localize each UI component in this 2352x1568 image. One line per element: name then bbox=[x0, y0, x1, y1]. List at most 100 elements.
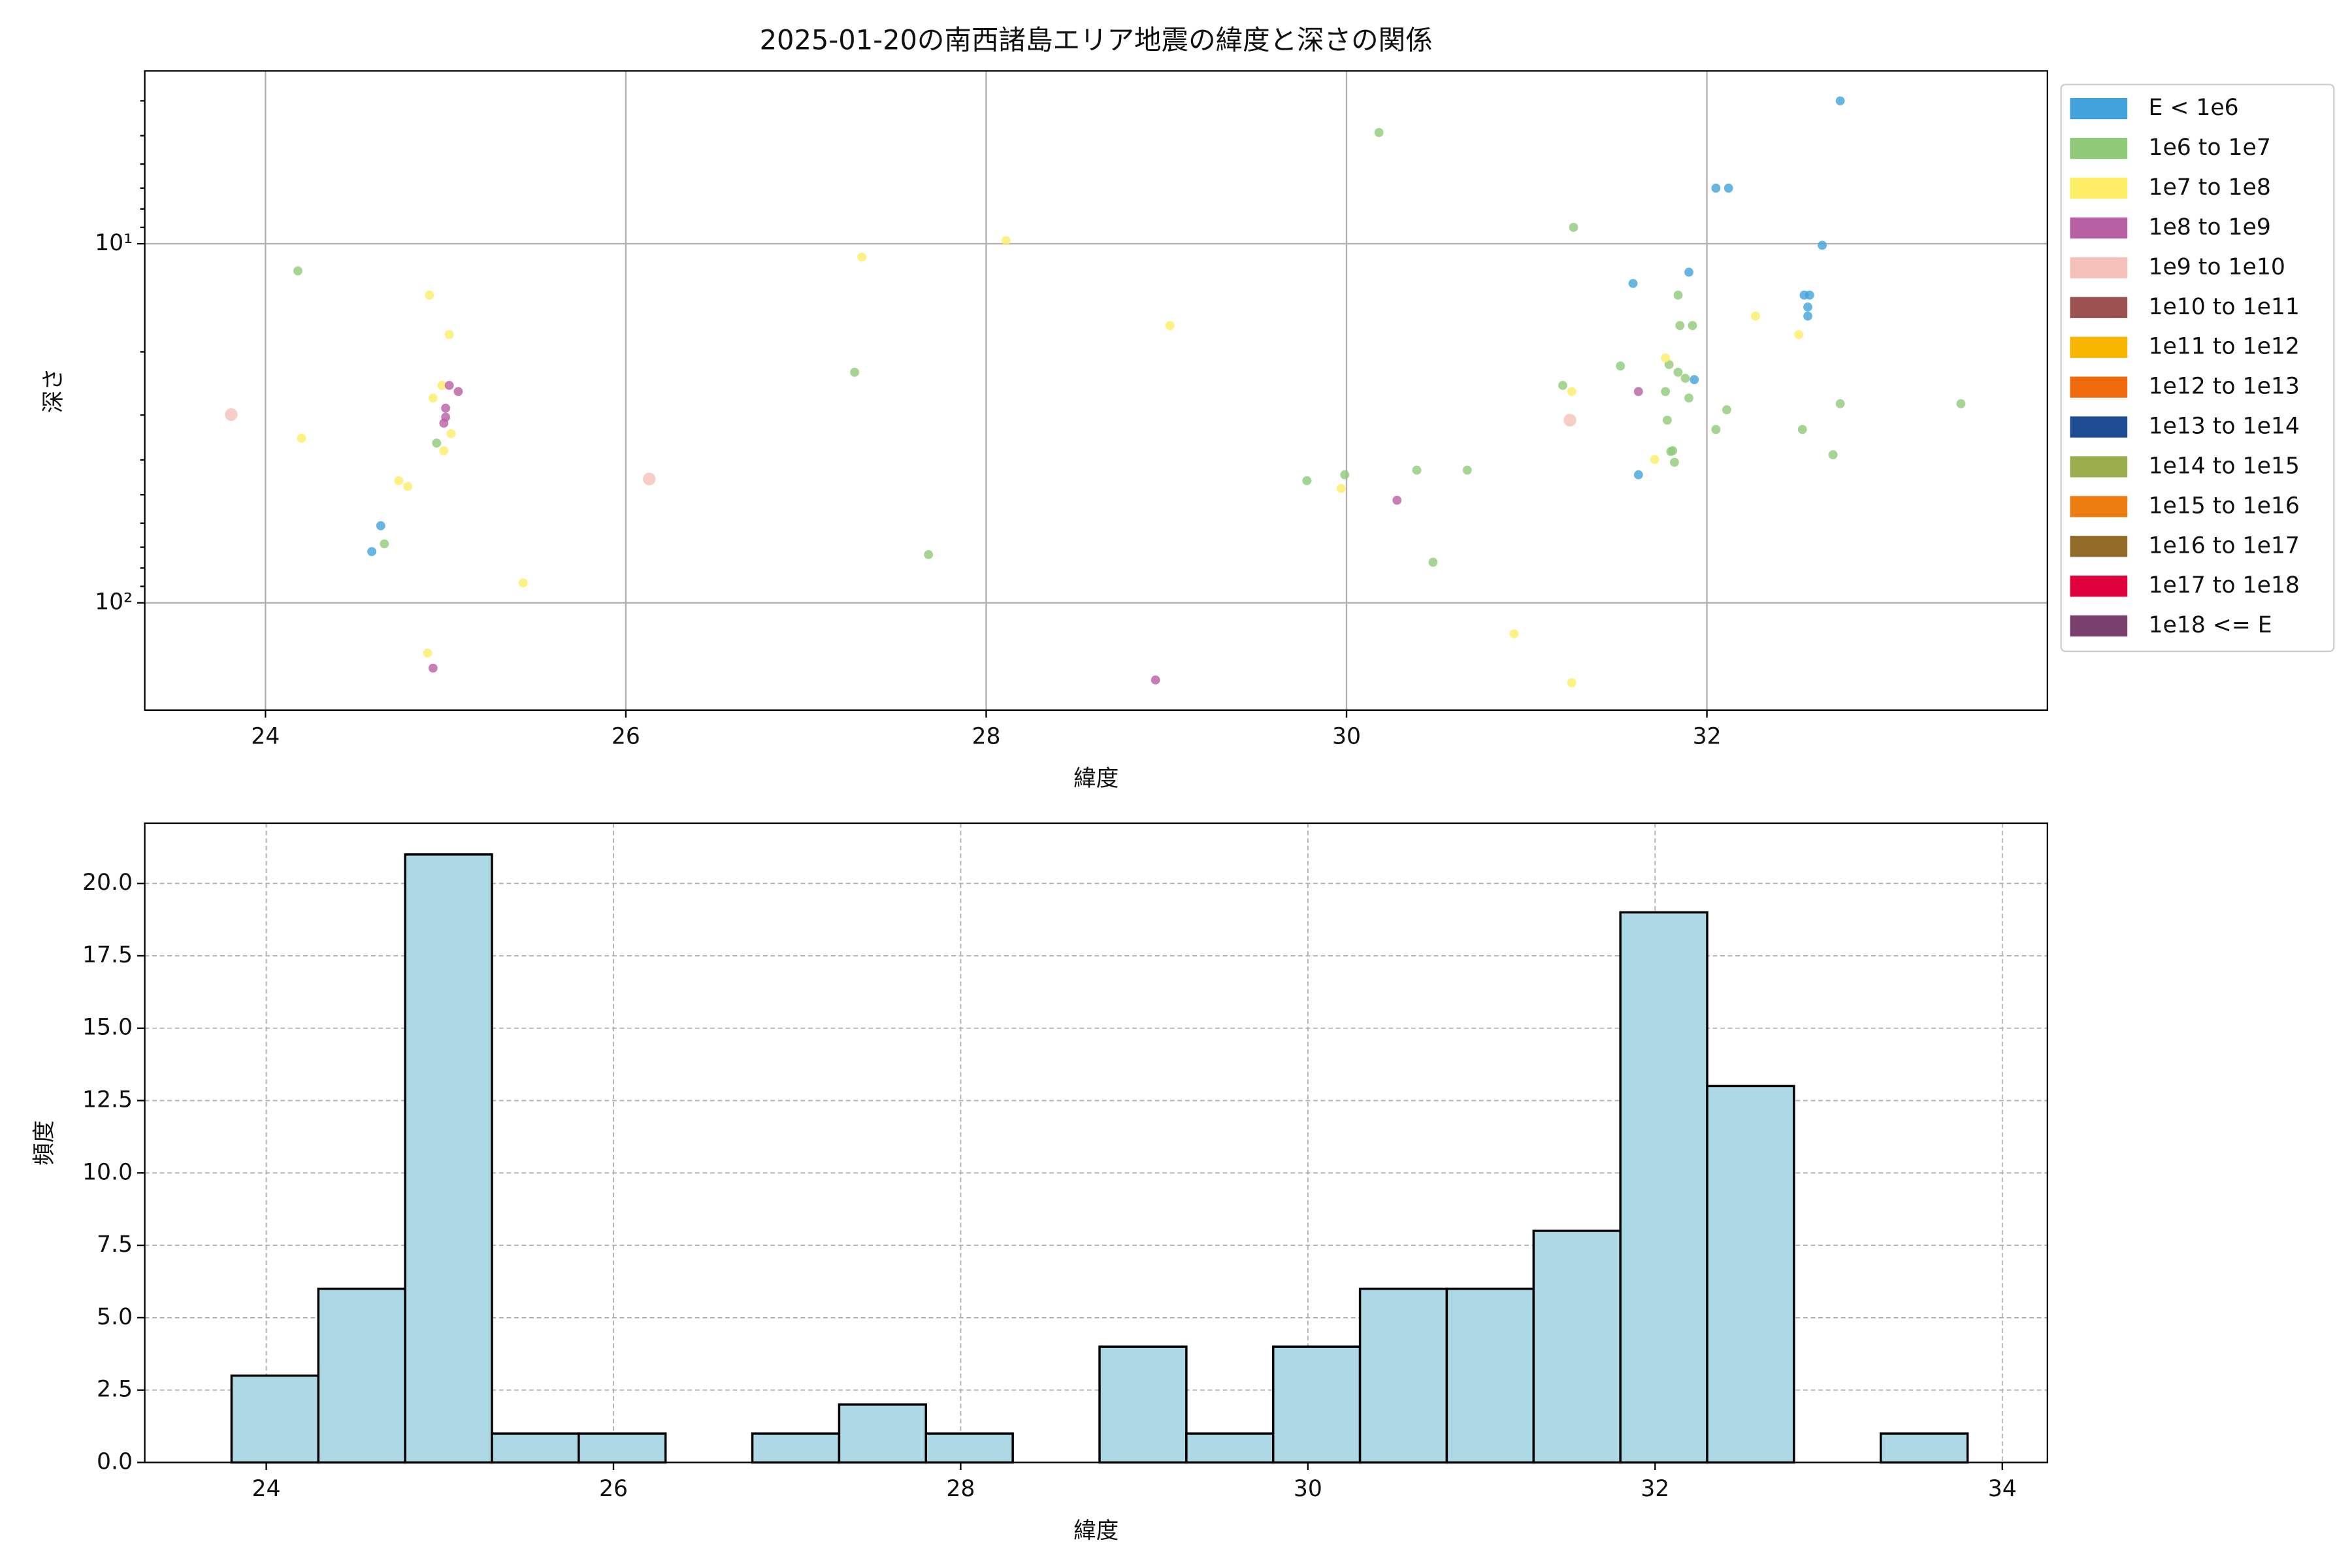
point bbox=[1302, 476, 1312, 485]
y-tick-label: 10¹ bbox=[95, 230, 133, 256]
point bbox=[432, 438, 442, 448]
chart-title: 2025-01-20の南西諸島エリア地震の緯度と深さの関係 bbox=[760, 24, 1433, 56]
axes-frame bbox=[144, 822, 2048, 1463]
point bbox=[1835, 96, 1845, 106]
point bbox=[425, 290, 434, 300]
x-tick-label: 32 bbox=[1693, 723, 1722, 749]
point bbox=[1664, 360, 1674, 369]
legend-swatch bbox=[2070, 98, 2128, 120]
legend-label: 1e18 <= E bbox=[2148, 612, 2272, 638]
legend-label: 1e11 to 1e12 bbox=[2148, 334, 2299, 360]
x-tick-label: 26 bbox=[612, 723, 640, 749]
legend-swatch bbox=[2070, 177, 2128, 199]
point bbox=[1797, 425, 1807, 434]
bar bbox=[578, 1432, 667, 1464]
bar bbox=[317, 1287, 406, 1464]
point bbox=[1666, 447, 1676, 457]
point bbox=[446, 429, 456, 438]
point bbox=[1462, 465, 1472, 475]
point bbox=[1340, 470, 1350, 480]
x-tick-label: 24 bbox=[252, 1476, 281, 1502]
bar bbox=[230, 1374, 319, 1464]
point bbox=[1794, 330, 1804, 339]
point bbox=[1509, 629, 1519, 639]
legend-label: 1e10 to 1e11 bbox=[2148, 294, 2299, 320]
y-tick-label: 12.5 bbox=[82, 1087, 133, 1113]
point bbox=[1670, 457, 1679, 467]
x-tick-label: 34 bbox=[1988, 1476, 2017, 1502]
x-tick-label: 28 bbox=[972, 723, 1000, 749]
point bbox=[1151, 675, 1160, 685]
point bbox=[403, 482, 413, 491]
point bbox=[1392, 495, 1402, 505]
point bbox=[1650, 455, 1659, 465]
point bbox=[1374, 127, 1384, 137]
point bbox=[1803, 302, 1812, 312]
point bbox=[376, 521, 385, 531]
y-tick-label: 7.5 bbox=[97, 1232, 133, 1258]
point bbox=[1563, 414, 1576, 427]
legend-label: 1e15 to 1e16 bbox=[2148, 493, 2299, 519]
x-tick-label: 30 bbox=[1294, 1476, 1322, 1502]
point bbox=[1569, 223, 1578, 232]
point bbox=[1711, 425, 1721, 434]
legend-label: 1e17 to 1e18 bbox=[2148, 572, 2299, 598]
point bbox=[293, 266, 302, 276]
bar bbox=[1185, 1432, 1275, 1464]
y-axis-label: 頻度 bbox=[31, 1120, 57, 1166]
bar bbox=[1619, 911, 1708, 1464]
point bbox=[1165, 321, 1175, 331]
point bbox=[1628, 278, 1638, 288]
point bbox=[1751, 311, 1760, 321]
legend-label: 1e9 to 1e10 bbox=[2148, 254, 2285, 280]
point bbox=[1723, 184, 1733, 193]
point bbox=[518, 578, 528, 588]
point bbox=[1835, 399, 1845, 408]
x-tick-label: 28 bbox=[946, 1476, 975, 1502]
point bbox=[225, 408, 238, 421]
axes-frame bbox=[144, 70, 2048, 711]
point bbox=[439, 446, 449, 455]
y-tick-label: 17.5 bbox=[82, 942, 133, 968]
point bbox=[1803, 311, 1812, 321]
point bbox=[444, 380, 454, 390]
point bbox=[1633, 387, 1643, 397]
y-tick-label: 0.0 bbox=[97, 1448, 133, 1475]
bar bbox=[1445, 1287, 1535, 1464]
legend-label: 1e6 to 1e7 bbox=[2148, 135, 2270, 161]
point bbox=[1680, 374, 1690, 383]
point bbox=[1684, 267, 1693, 277]
point bbox=[1412, 465, 1422, 475]
bar bbox=[491, 1432, 580, 1464]
legend-label: 1e12 to 1e13 bbox=[2148, 374, 2299, 400]
legend-label: 1e16 to 1e17 bbox=[2148, 532, 2299, 559]
y-tick-label: 5.0 bbox=[97, 1304, 133, 1330]
legend-swatch bbox=[2070, 615, 2128, 637]
point bbox=[1675, 321, 1685, 331]
y-tick-label: 2.5 bbox=[97, 1377, 133, 1403]
bar bbox=[924, 1432, 1014, 1464]
point bbox=[1633, 470, 1643, 480]
legend-label: 1e7 to 1e8 bbox=[2148, 174, 2270, 201]
point bbox=[394, 476, 404, 485]
legend-swatch bbox=[2070, 496, 2128, 517]
y-tick-label: 10² bbox=[95, 589, 133, 615]
point bbox=[857, 252, 867, 262]
legend-box bbox=[2060, 84, 2335, 653]
x-tick-label: 32 bbox=[1641, 1476, 1669, 1502]
legend-swatch bbox=[2070, 576, 2128, 597]
point bbox=[1722, 405, 1731, 415]
legend-swatch bbox=[2070, 336, 2128, 358]
point bbox=[1673, 290, 1683, 300]
bar bbox=[1098, 1345, 1188, 1464]
bar bbox=[1358, 1287, 1448, 1464]
point bbox=[1567, 387, 1576, 397]
x-tick-label: 26 bbox=[599, 1476, 628, 1502]
legend-label: 1e14 to 1e15 bbox=[2148, 453, 2299, 479]
x-axis-label: 緯度 bbox=[1073, 1518, 1119, 1544]
point bbox=[367, 547, 376, 557]
y-tick-label: 15.0 bbox=[82, 1015, 133, 1041]
y-axis-label: 深さ bbox=[41, 368, 67, 413]
